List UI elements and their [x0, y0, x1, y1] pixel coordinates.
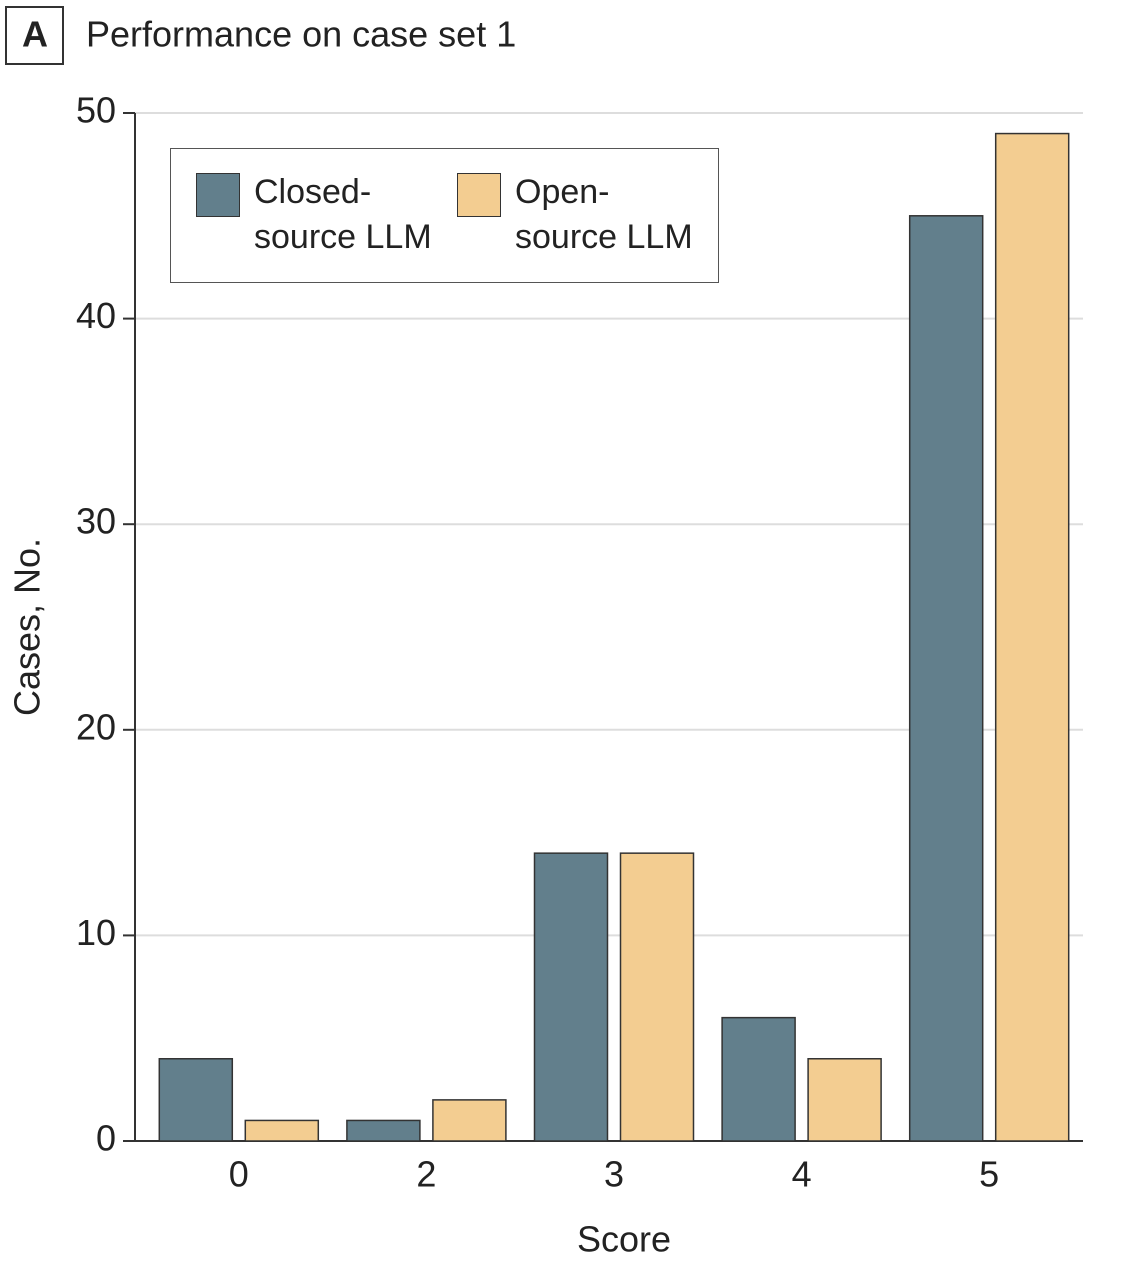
bar [533, 852, 609, 1142]
legend: Closed-source LLM Open-source LLM [170, 148, 719, 283]
legend-swatch [457, 173, 501, 217]
y-tick-label: 10 [76, 912, 116, 953]
bar [619, 852, 695, 1142]
y-tick-label: 40 [76, 295, 116, 336]
bar [346, 1119, 421, 1142]
bar [807, 1058, 882, 1142]
y-tick-label: 20 [76, 706, 116, 747]
panel-label: A [22, 14, 48, 55]
bar [244, 1119, 320, 1142]
bar [158, 1058, 234, 1142]
legend-swatch [196, 173, 240, 217]
y-axis-label: Cases, No. [7, 538, 48, 716]
legend-label: Open-source LLM [515, 173, 693, 256]
x-tick-label: 0 [229, 1154, 249, 1195]
y-tick-label: 50 [76, 90, 116, 131]
x-tick-label: 3 [604, 1154, 624, 1195]
bar [721, 1016, 796, 1142]
y-tick-label: 30 [76, 501, 116, 542]
legend-item: Closed-source LLM [196, 173, 457, 282]
legend-item: Open-source LLM [457, 173, 718, 282]
y-tick-label: 0 [96, 1118, 116, 1159]
bar [432, 1099, 507, 1142]
legend-label: Closed-source LLM [254, 173, 432, 256]
bar [994, 132, 1070, 1142]
x-tick-label: 5 [979, 1154, 999, 1195]
x-tick-label: 4 [792, 1154, 812, 1195]
panel-box [5, 6, 64, 65]
bar [908, 215, 984, 1142]
x-tick-label: 2 [416, 1154, 436, 1195]
x-axis-label: Score [577, 1219, 671, 1260]
chart-title: Performance on case set 1 [86, 14, 516, 55]
